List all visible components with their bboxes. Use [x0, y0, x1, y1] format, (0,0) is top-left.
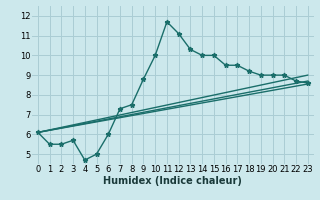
X-axis label: Humidex (Indice chaleur): Humidex (Indice chaleur)	[103, 176, 242, 186]
